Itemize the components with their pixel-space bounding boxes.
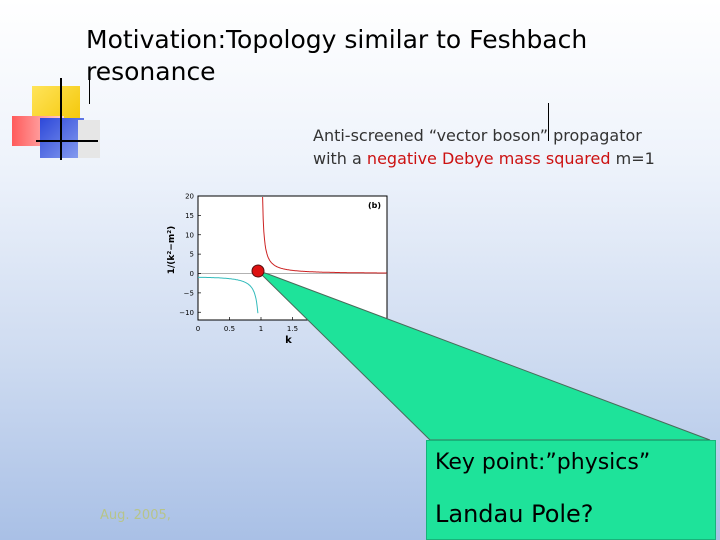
y-tick-label: −5 [184,289,194,297]
landau-pole-text: Landau Pole? [435,500,594,528]
x-tick-label: 0 [196,325,200,333]
x-axis-label: k [285,335,292,346]
panel-label: (b) [368,201,381,210]
x-tick-label: 1.5 [287,325,298,333]
key-point-text: Key point:”physics” [435,450,651,475]
y-tick-label: 5 [190,251,194,259]
y-tick-label: −10 [179,309,194,317]
curve-lower [198,276,259,314]
subtitle-post: m=1 [610,149,655,168]
subtitle-line-2: with a negative Debye mass squared m=1 [313,147,713,170]
y-tick-label: 10 [185,231,194,239]
title-line-1: Motivation:Topology similar to Feshbach [86,25,588,54]
decor-vertical-tick [548,103,549,141]
landau-pole-marker [251,264,265,278]
decor-vertical-line [60,78,62,160]
x-tick-label: 1 [259,325,263,333]
y-axis-label: 1/(k²−m²) [167,226,177,275]
callout-wedge [257,270,711,441]
decor-horizontal-line [36,140,98,142]
decor-small-vertical-line [89,74,90,104]
y-tick-label: 20 [185,193,194,201]
slide-subtitle: Anti-screened “vector boson” propagator … [313,124,713,170]
x-tick-label: 0.5 [224,325,235,333]
subtitle-pre: with a [313,149,367,168]
subtitle-line-1: Anti-screened “vector boson” propagator [313,126,642,145]
title-line-2: resonance [86,57,216,86]
slide-title: Motivation:Topology similar to Feshbach … [86,24,686,88]
date-footer: Aug. 2005, [100,508,171,523]
y-tick-label: 0 [190,270,194,278]
key-point-box [426,440,716,540]
decor-gray-square [78,120,100,158]
y-tick-label: 15 [185,212,194,220]
subtitle-highlight: negative Debye mass squared [366,149,611,168]
decor-blue-square [40,118,84,158]
curve-upper [262,196,387,274]
